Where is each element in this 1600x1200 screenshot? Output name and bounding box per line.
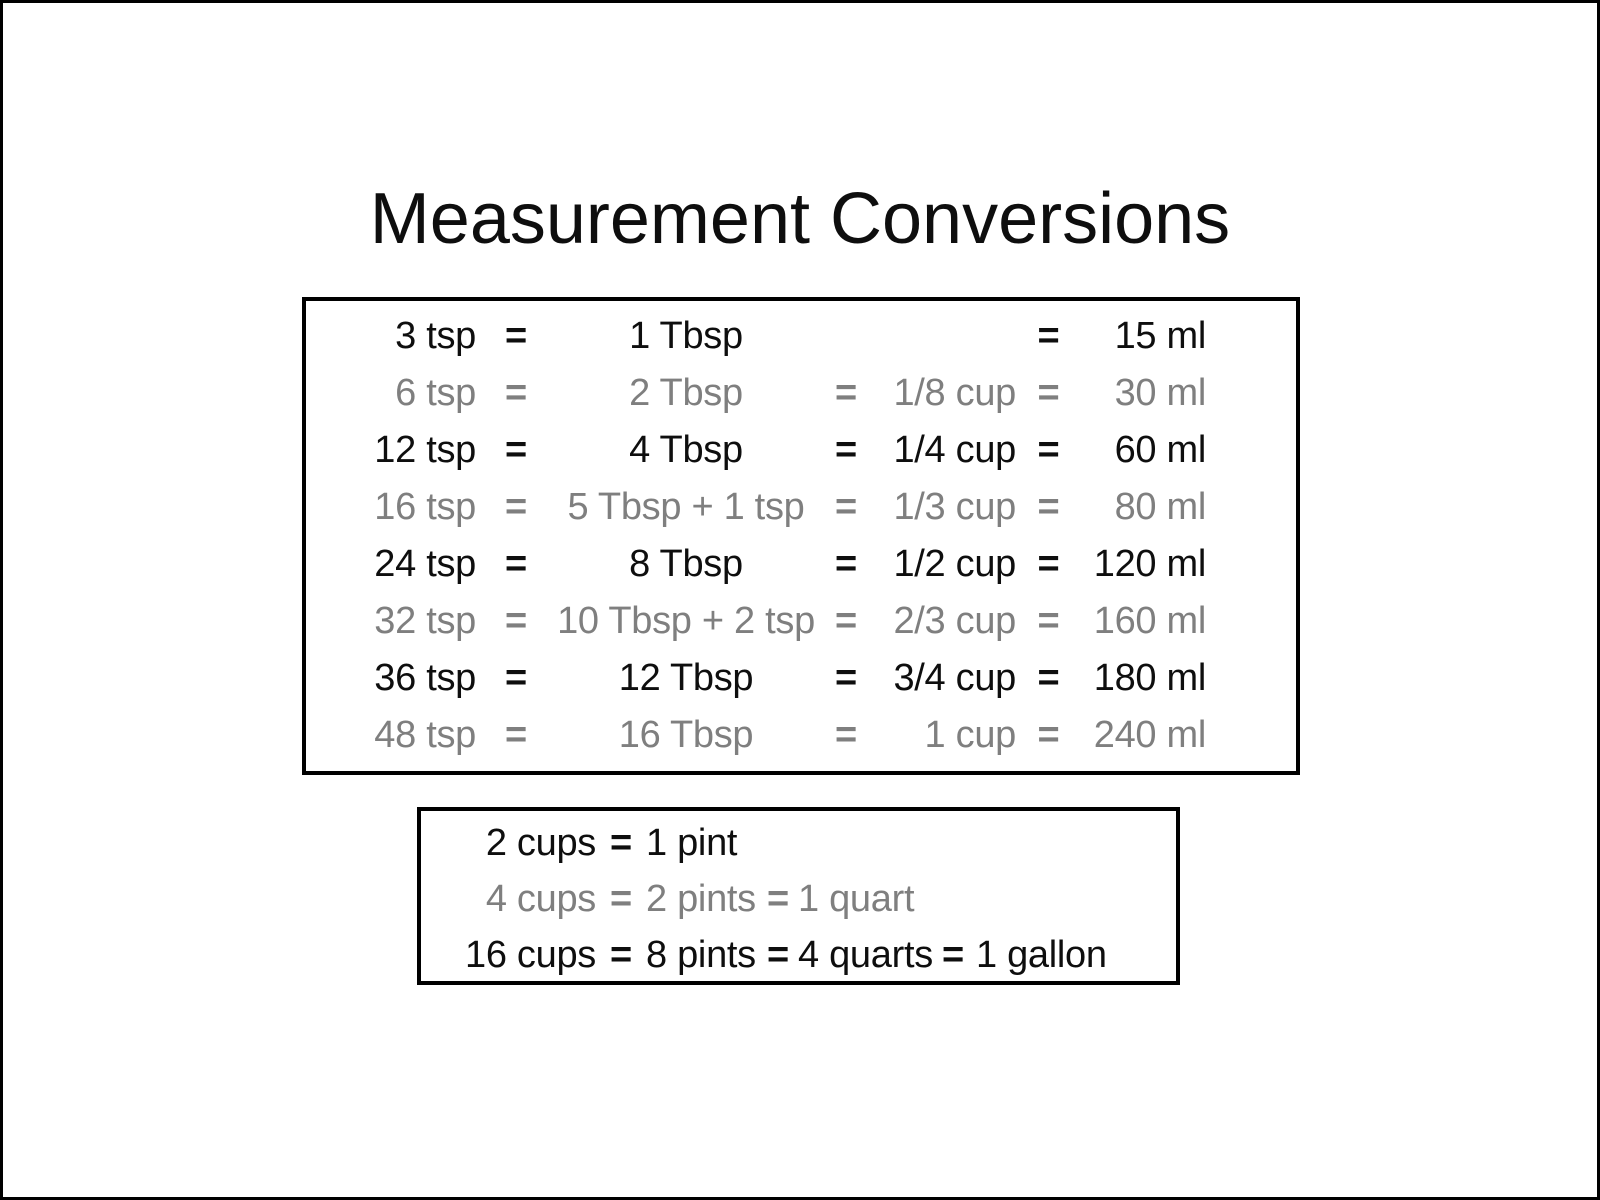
equals-sign: = [1037,657,1060,699]
page-title: Measurement Conversions [369,179,1231,259]
quarts-value: 1 quart [798,877,915,920]
equals-sign: = [505,657,527,699]
equals-sign: = [505,486,527,528]
tsp-value: 48 tsp [374,714,476,756]
tbsp-value: 1 Tbsp [629,315,743,357]
equals-sign: = [1037,429,1060,471]
equals-sign: = [767,877,789,920]
cup-value: 1/4 cup [893,429,1016,471]
tsp-value: 12 tsp [374,429,476,471]
tsp-value: 16 tsp [374,486,476,528]
cup-value: 1/3 cup [893,486,1016,528]
conversion-row: 16 tsp = 5 Tbsp + 1 tsp = 1/3 cup = 80 ml [306,479,1296,536]
cups-value: 4 cups [485,877,596,920]
equals-sign: = [1037,714,1060,756]
equals-sign: = [835,543,857,585]
conversion-row: 12 tsp = 4 Tbsp = 1/4 cup = 60 ml [306,422,1296,479]
tbsp-value: 8 Tbsp [629,543,743,585]
tbsp-value: 4 Tbsp [629,429,743,471]
cup-value: 1 cup [924,714,1017,756]
conversion-row: 16 cups = 8 pints = 4 quarts = 1 gallon [421,927,1176,983]
equals-sign: = [610,821,632,864]
conversion-row: 32 tsp = 10 Tbsp + 2 tsp = 2/3 cup = 160 ml [306,593,1296,650]
equals-sign: = [1037,372,1060,414]
equals-sign: = [505,372,527,414]
equals-sign: = [835,486,857,528]
ml-value: 240 ml [1093,714,1207,756]
ml-value: 120 ml [1093,543,1207,585]
conversion-row: 6 tsp = 2 Tbsp = 1/8 cup = 30 ml [306,365,1296,422]
equals-sign: = [505,714,527,756]
tsp-value: 3 tsp [395,315,476,357]
equals-sign: = [835,372,857,414]
conversion-row: 24 tsp = 8 Tbsp = 1/2 cup = 120 ml [306,536,1296,593]
equals-sign: = [1037,600,1060,642]
equals-sign: = [835,714,857,756]
cups-value: 2 cups [485,821,596,864]
equals-sign: = [835,600,857,642]
cup-value: 1/2 cup [893,543,1016,585]
quarts-value: 4 quarts [798,933,933,976]
tsp-value: 6 tsp [395,372,476,414]
gallon-value: 1 gallon [976,933,1107,976]
tsp-value: 24 tsp [374,543,476,585]
equals-sign: = [1037,486,1060,528]
tbsp-value: 16 Tbsp [618,714,754,756]
tbsp-value: 5 Tbsp + 1 tsp [567,486,805,528]
ml-value: 160 ml [1093,600,1207,642]
tbsp-value: 2 Tbsp [629,372,743,414]
cup-value: 2/3 cup [893,600,1016,642]
conversion-row: 3 tsp = 1 Tbsp = 15 ml [306,308,1296,365]
ml-value: 60 ml [1114,429,1207,471]
equals-sign: = [610,877,632,920]
equals-sign: = [1037,543,1060,585]
ml-value: 15 ml [1114,315,1207,357]
equals-sign: = [610,933,632,976]
tsp-tbsp-cup-ml-table: 3 tsp = 1 Tbsp = 15 ml 6 tsp = 2 Tbsp = 1/8 cup = 3… [302,297,1300,775]
cup-value: 1/8 cup [893,372,1016,414]
equals-sign: = [835,429,857,471]
ml-value: 80 ml [1114,486,1207,528]
equals-sign: = [767,933,789,976]
conversion-row: 48 tsp = 16 Tbsp = 1 cup = 240 ml [306,707,1296,764]
equals-sign: = [942,933,964,976]
equals-sign: = [505,543,527,585]
equals-sign: = [1037,315,1060,357]
cups-pints-quarts-gallons-table: 2 cups = 1 pint 4 cups = 2 pints = 1 quart 16 cu… [417,807,1180,985]
ml-value: 30 ml [1114,372,1207,414]
conversion-row: 4 cups = 2 pints = 1 quart [421,871,1176,927]
tsp-value: 32 tsp [374,600,476,642]
conversion-row: 36 tsp = 12 Tbsp = 3/4 cup = 180 ml [306,650,1296,707]
equals-sign: = [505,600,527,642]
tbsp-value: 10 Tbsp + 2 tsp [557,600,815,642]
equals-sign: = [835,657,857,699]
pints-value: 1 pint [646,821,738,864]
tbsp-value: 12 Tbsp [618,657,754,699]
equals-sign: = [505,315,527,357]
pints-value: 8 pints [646,933,756,976]
conversion-row: 2 cups = 1 pint [421,815,1176,871]
tsp-value: 36 tsp [374,657,476,699]
cup-value: 3/4 cup [893,657,1016,699]
pints-value: 2 pints [646,877,756,920]
equals-sign: = [505,429,527,471]
cups-value: 16 cups [465,933,596,976]
ml-value: 180 ml [1093,657,1207,699]
